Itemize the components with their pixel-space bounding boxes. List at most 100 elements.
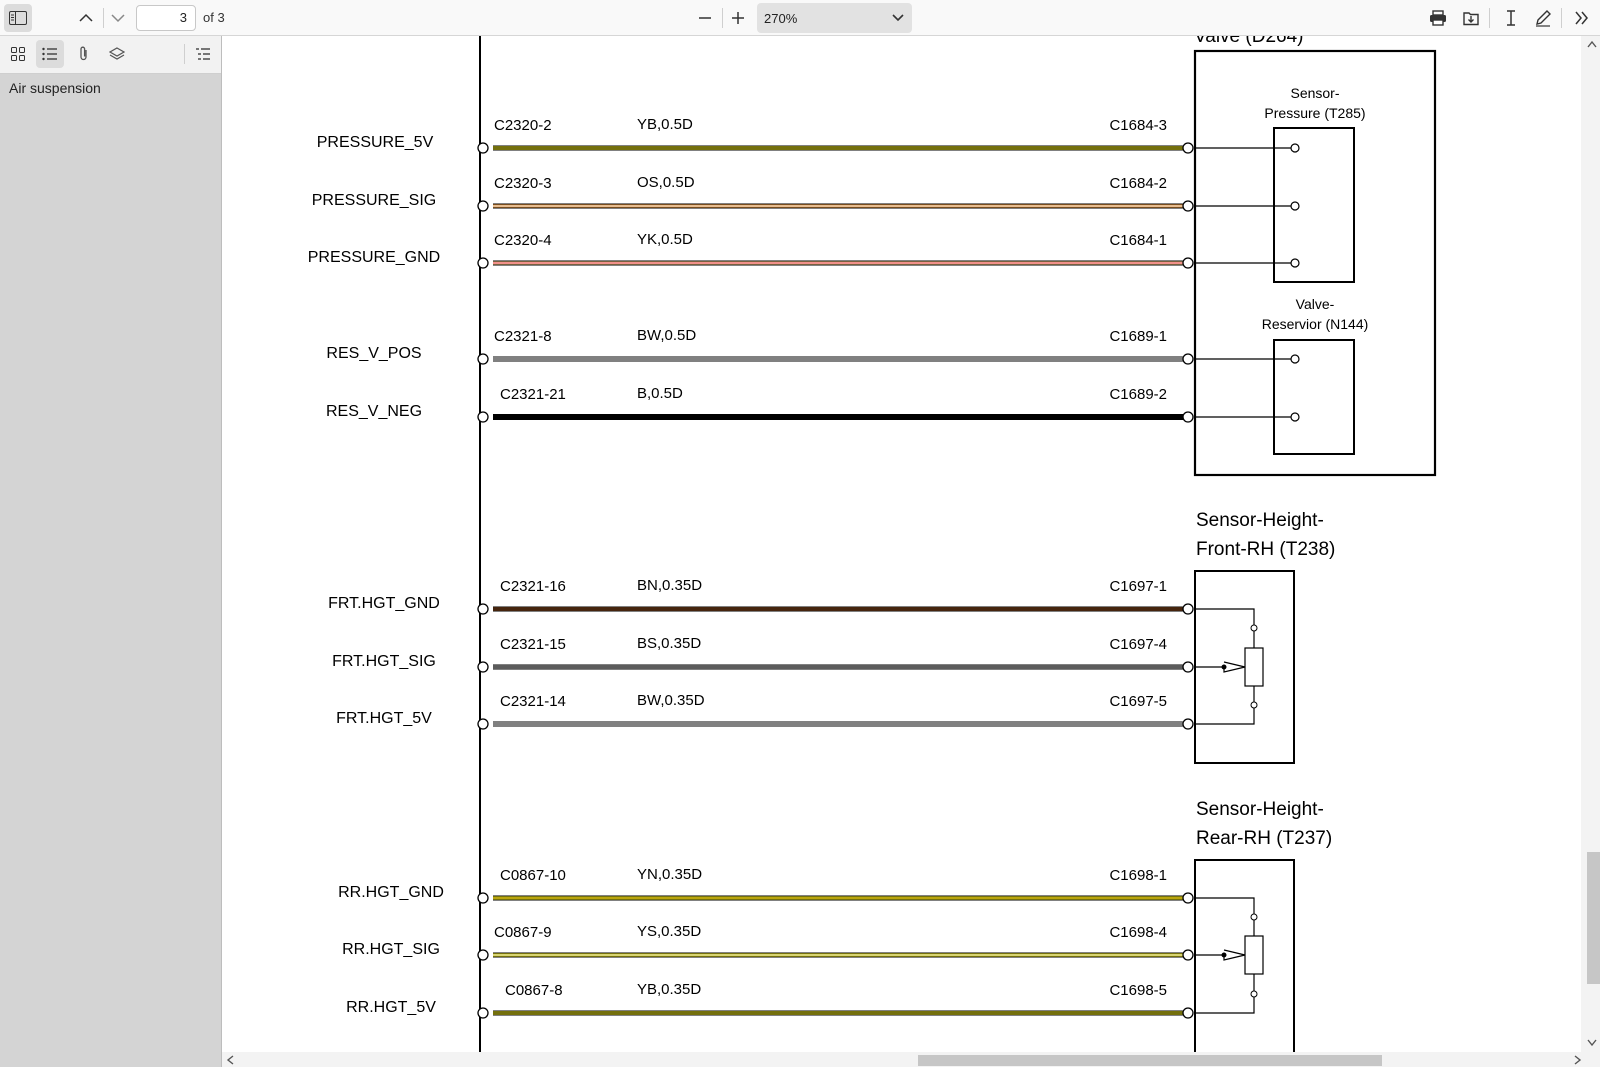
pin-icon xyxy=(1290,354,1300,364)
wiring-diagram: Valve (D264) Sensor- Pressure (T285) Val… xyxy=(308,36,1437,1067)
scroll-down-icon[interactable] xyxy=(1587,1039,1597,1047)
signal-label: FRT.HGT_GND xyxy=(328,595,440,612)
right-terminal-icon xyxy=(1182,257,1194,269)
signal-label: RES_V_POS xyxy=(326,345,421,362)
connector-from-label: C2320-4 xyxy=(494,232,552,249)
connector-to-label: C1689-1 xyxy=(1109,328,1167,345)
front-height-sensor-label-1: Sensor-Height- xyxy=(1196,510,1324,531)
print-icon[interactable] xyxy=(1424,4,1452,32)
horizontal-scrollbar[interactable] xyxy=(222,1052,1600,1067)
left-terminal-icon xyxy=(477,411,489,423)
wire-pressure-5v[interactable]: PRESSURE_5V C2320-2 YB,0.5D C1684-3 xyxy=(317,116,1194,154)
sidebar-tabs xyxy=(0,36,221,74)
signal-label: RR.HGT_SIG xyxy=(342,941,440,958)
layers-icon[interactable] xyxy=(103,40,131,68)
rear-height-sensor-label-2: Rear-RH (T237) xyxy=(1196,828,1332,849)
wire-frt-hgt-5v[interactable]: FRT.HGT_5V C2321-14 BW,0.35D C1697-5 xyxy=(336,692,1194,730)
right-terminal-icon xyxy=(1182,892,1194,904)
chevron-up-icon[interactable] xyxy=(72,4,100,32)
horizontal-scroll-thumb[interactable] xyxy=(918,1055,1382,1066)
scroll-up-icon[interactable] xyxy=(1587,40,1597,48)
wire-frt-hgt-sig[interactable]: FRT.HGT_SIG C2321-15 BS,0.35D C1697-4 xyxy=(332,635,1194,673)
connector-from-label: C2321-21 xyxy=(500,386,566,403)
wire-res-v-pos[interactable]: RES_V_POS C2321-8 BW,0.5D C1689-1 xyxy=(326,327,1194,365)
wire-frt-hgt-gnd[interactable]: FRT.HGT_GND C2321-16 BN,0.35D C1697-1 xyxy=(328,577,1194,615)
wire-rr-hgt-sig[interactable]: RR.HGT_SIG C0867-9 YS,0.35D C1698-4 xyxy=(342,923,1194,961)
chevron-down-icon xyxy=(892,10,904,29)
sidebar: Air suspension xyxy=(0,36,222,1067)
left-terminal-icon xyxy=(477,661,489,673)
connector-to-label: C1684-3 xyxy=(1109,117,1167,134)
right-terminal-icon xyxy=(1182,661,1194,673)
connector-to-label: C1698-1 xyxy=(1109,867,1167,884)
wire-pressure-sig[interactable]: PRESSURE_SIG C2320-3 OS,0.5D C1684-2 xyxy=(312,174,1194,212)
wire-res-v-neg[interactable]: RES_V_NEG C2321-21 B,0.5D C1689-2 xyxy=(326,385,1194,423)
connector-to-label: C1698-5 xyxy=(1109,982,1167,999)
connector-to-label: C1684-1 xyxy=(1109,232,1167,249)
page-number-input[interactable]: 3 xyxy=(136,5,196,31)
pin-icon xyxy=(1250,913,1258,921)
pot-bottom-lead xyxy=(1195,708,1255,725)
left-terminal-icon xyxy=(477,257,489,269)
connector-from-label: C2321-14 xyxy=(500,693,566,710)
left-terminal-icon xyxy=(477,353,489,365)
vertical-scrollbar[interactable] xyxy=(1581,36,1600,1052)
more-icon[interactable] xyxy=(1568,4,1596,32)
connector-from-label: C2321-8 xyxy=(494,328,552,345)
vertical-scroll-thumb[interactable] xyxy=(1587,852,1600,984)
thumbnails-icon[interactable] xyxy=(4,40,32,68)
wire-color-code-label: YN,0.35D xyxy=(637,866,702,883)
wire-color-code-label: BN,0.35D xyxy=(637,577,702,594)
connector-from-label: C0867-10 xyxy=(500,867,566,884)
sensor-internals xyxy=(1195,143,1300,1014)
reservoir-valve-label-2: Reservior (N144) xyxy=(1262,316,1369,332)
wire-color-code-label: BS,0.35D xyxy=(637,635,701,652)
pressure-sensor-label-1: Sensor- xyxy=(1290,85,1339,101)
signal-label: PRESSURE_5V xyxy=(317,134,434,151)
toolbar-separator xyxy=(1561,8,1562,28)
zoom-select[interactable]: 270% xyxy=(757,3,912,33)
attachments-icon[interactable] xyxy=(70,40,98,68)
toolbar-separator xyxy=(1489,8,1490,28)
outline-icon[interactable] xyxy=(36,40,64,68)
wire-pressure-gnd[interactable]: PRESSURE_GND C2320-4 YK,0.5D C1684-1 xyxy=(308,231,1194,269)
toolbar-separator xyxy=(184,44,185,64)
wire-color-code-label: YB,0.35D xyxy=(637,981,701,998)
document-viewer[interactable]: Valve (D264) Sensor- Pressure (T285) Val… xyxy=(222,36,1600,1067)
text-cursor-icon[interactable] xyxy=(1497,4,1525,32)
wiper-arrow-icon xyxy=(1223,661,1246,673)
scroll-right-icon[interactable] xyxy=(1574,1055,1582,1065)
wire-rr-hgt-5v[interactable]: RR.HGT_5V C0867-8 YB,0.35D C1698-5 xyxy=(346,981,1194,1019)
front-height-sensor-label-2: Front-RH (T238) xyxy=(1196,539,1335,560)
wire-color-code-label: OS,0.5D xyxy=(637,174,695,191)
connector-to-label: C1684-2 xyxy=(1109,175,1167,192)
list-options-icon[interactable] xyxy=(189,40,217,68)
toolbar-separator xyxy=(722,8,723,28)
signal-label: FRT.HGT_SIG xyxy=(332,653,436,670)
minus-icon[interactable] xyxy=(691,4,719,32)
resistor-icon xyxy=(1244,935,1264,975)
right-terminal-icon xyxy=(1182,200,1194,212)
signal-label: PRESSURE_GND xyxy=(308,249,440,266)
wire-rr-hgt-gnd[interactable]: RR.HGT_GND C0867-10 YN,0.35D C1698-1 xyxy=(338,866,1194,904)
sidebar-toggle-icon[interactable] xyxy=(4,4,32,32)
pressure-sensor-box xyxy=(1273,127,1355,283)
connector-from-label: C2321-15 xyxy=(500,636,566,653)
pin-icon xyxy=(1290,412,1300,422)
plus-icon[interactable] xyxy=(724,4,752,32)
pot-top-lead xyxy=(1195,608,1255,625)
outline-item-air-suspension[interactable]: Air suspension xyxy=(9,80,101,96)
left-terminal-icon xyxy=(477,718,489,730)
connector-to-label: C1697-5 xyxy=(1109,693,1167,710)
save-icon[interactable] xyxy=(1457,4,1485,32)
chevron-down-icon[interactable] xyxy=(104,4,132,32)
scroll-left-icon[interactable] xyxy=(226,1055,234,1065)
right-terminal-icon xyxy=(1182,603,1194,615)
wire-color-code-label: BW,0.35D xyxy=(637,692,705,709)
reservoir-valve-label-1: Valve- xyxy=(1296,296,1335,312)
wire-color-code-label: B,0.5D xyxy=(637,385,683,402)
toolbar: 3 of 3 270% xyxy=(0,0,1600,36)
signal-label: FRT.HGT_5V xyxy=(336,710,432,727)
pen-icon[interactable] xyxy=(1529,4,1557,32)
connector-to-label: C1689-2 xyxy=(1109,386,1167,403)
